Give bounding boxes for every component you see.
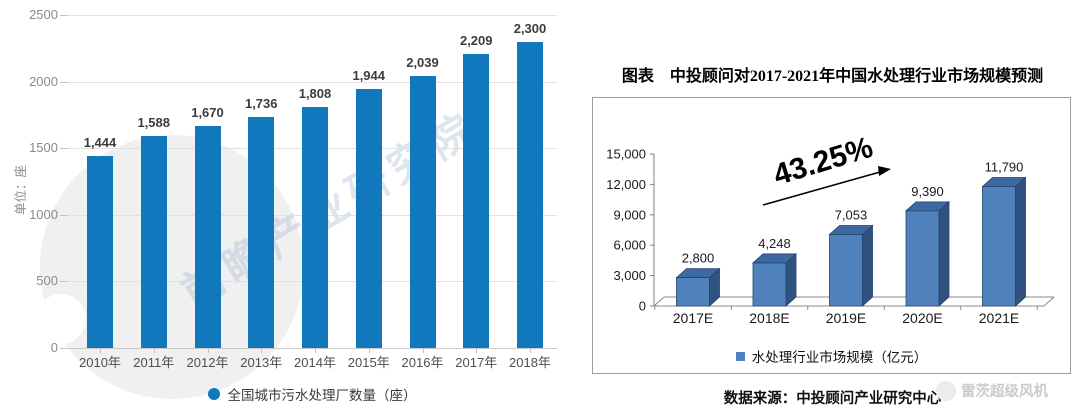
x-tick-label: 2020E (902, 310, 942, 326)
bar-value-label: 2,300 (513, 20, 547, 36)
x-tick-label: 2017E (673, 310, 713, 326)
bar-value-label: 1,944 (352, 68, 386, 84)
bar-front-face (752, 262, 787, 307)
y-tick-mark (60, 281, 67, 283)
y-tick-label: 3,000 (613, 268, 646, 283)
right-chart-svg: 0 3,000 6,000 9,000 12,000 15,000 2,800 2017E 4,… (606, 131, 1055, 326)
y-tick-label: 500 (36, 273, 58, 289)
x-tick-mark (315, 349, 316, 353)
bar-value-label: 4,248 (758, 236, 791, 251)
bar-value-label: 9,390 (911, 184, 944, 199)
footer-watermark: 雷茨超级风机 (936, 380, 1048, 401)
right-legend-label: 水处理行业市场规模（亿元） (751, 350, 928, 365)
y-tick-label: 12,000 (606, 177, 646, 192)
x-tick-label: 2014年 (294, 355, 336, 370)
bar-value-label: 2,039 (406, 55, 439, 71)
floor-left-diagonal (653, 296, 665, 307)
y-tick-label: 1000 (29, 206, 58, 222)
x-tick-mark (100, 349, 101, 353)
x-tick-mark (153, 349, 155, 353)
legend-square-icon (735, 351, 745, 361)
y-tick-mark (60, 15, 67, 16)
bar-side-face (938, 200, 950, 307)
x-tick-label: 2021E (979, 310, 1019, 326)
bar-side-face (785, 253, 797, 307)
right-chart-box: 0 3,000 6,000 9,000 12,000 15,000 2,800 2017E 4,… (592, 97, 1071, 374)
bar-side-face (862, 224, 873, 307)
bar (140, 136, 167, 348)
bar (463, 53, 490, 348)
x-tick-label: 2015年 (347, 355, 390, 370)
y-tick-label: 1500 (29, 140, 58, 156)
x-tick-mark (368, 349, 370, 353)
x-tick-label: 2013年 (240, 355, 283, 370)
bar-front-face (676, 277, 710, 307)
x-tick-mark (422, 349, 424, 353)
bar-front-face (982, 186, 1016, 307)
annotation-arrow-head (878, 166, 891, 176)
y-tick-mark (60, 81, 67, 83)
right-legend: 水处理行业市场规模（亿元） (593, 346, 1070, 366)
x-tick-label: 2018E (749, 310, 789, 326)
y-tick-mark (60, 348, 67, 349)
y-axis-title: 单位：座 (14, 165, 28, 216)
bar-value-label: 2,209 (459, 32, 493, 48)
x-tick-label: 2016年 (401, 355, 444, 370)
bar-front-face (905, 210, 940, 307)
brand-logo-icon (936, 380, 956, 401)
x-axis-line (67, 348, 557, 349)
y-tick-label: 2500 (29, 7, 58, 22)
gridline (67, 15, 557, 16)
left-legend-label: 全国城市污水处理厂数量（座） (227, 388, 417, 403)
bar-front-face (829, 234, 863, 307)
bar (248, 116, 275, 348)
right-chart-title: 图表 中投顾问对2017-2021年中国水处理行业市场规模预测 (621, 68, 1044, 85)
y-tick-label: 0 (639, 299, 646, 314)
bar (517, 41, 543, 348)
bar (409, 76, 436, 348)
x-tick-label: 2012年 (186, 355, 229, 370)
y-tick-label: 9,000 (613, 207, 646, 222)
bar-value-label: 7,053 (835, 208, 868, 223)
y-tick-label: 0 (50, 340, 58, 355)
bar (87, 155, 113, 348)
data-source-caption: 数据来源：中投顾问产业研究中心 (723, 391, 942, 407)
y-tick-label: 2000 (29, 73, 58, 89)
bar-value-label: 11,790 (985, 160, 1024, 175)
floor-right-diagonal (1043, 296, 1055, 307)
gridline (67, 81, 557, 83)
bar-value-label: 2,800 (682, 251, 715, 266)
x-tick-mark (207, 349, 209, 353)
bar-value-label: 1,808 (298, 86, 332, 102)
bar (355, 89, 382, 348)
x-tick-label: 2010年 (79, 355, 121, 370)
x-tick-label: 2011年 (133, 355, 175, 370)
left-chart: 前瞻产业研究院 0 500 1000 1500 2000 2500 1,444 2010年 1,… (14, 7, 557, 404)
bar-side-face (1015, 176, 1026, 307)
bar-value-label: 1,736 (244, 95, 278, 111)
annotation-arrow-line (762, 171, 881, 206)
legend-dot-icon (207, 388, 220, 400)
x-tick-label: 2019E (826, 310, 866, 326)
y-tick-mark (60, 214, 67, 216)
bar (194, 125, 221, 348)
x-tick-mark (476, 349, 478, 353)
bar-value-label: 1,444 (83, 134, 117, 150)
x-tick-label: 2017年 (455, 355, 498, 370)
x-tick-label: 2018年 (509, 355, 551, 370)
bar-value-label: 1,588 (137, 115, 171, 131)
bar-value-label: 1,670 (191, 104, 224, 120)
growth-annotation: 43.25% (770, 131, 877, 192)
y-tick-label: 15,000 (606, 147, 646, 162)
y-tick-mark (60, 148, 67, 150)
bar (302, 107, 328, 348)
y-tick-label: 6,000 (613, 238, 646, 253)
x-tick-mark (530, 349, 531, 353)
x-tick-mark (261, 349, 263, 353)
footer-watermark-text: 雷茨超级风机 (961, 384, 1048, 400)
left-legend: 全国城市污水处理厂数量（座） (67, 384, 557, 404)
